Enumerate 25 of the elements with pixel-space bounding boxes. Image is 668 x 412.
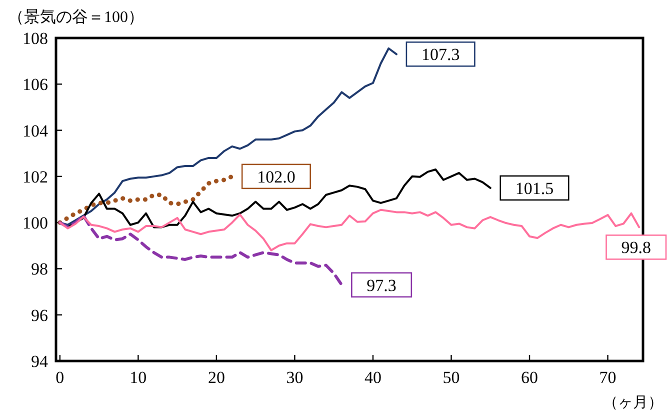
y-tick-label: 106 <box>22 75 48 94</box>
x-tick-label: 60 <box>521 368 538 387</box>
x-tick-label: 0 <box>56 368 64 387</box>
data-label: 102.0 <box>257 167 296 186</box>
x-tick-label: 10 <box>130 368 147 387</box>
x-tick-label: 20 <box>208 368 225 387</box>
y-tick-label: 100 <box>22 214 48 233</box>
x-tick-label: 70 <box>599 368 616 387</box>
y-tick-label: 94 <box>31 352 48 371</box>
y-tick-label: 108 <box>22 29 48 48</box>
line-series <box>58 174 234 225</box>
data-label: 99.8 <box>621 238 651 258</box>
data-label: 107.3 <box>421 45 460 64</box>
y-tick-label: 104 <box>22 121 48 140</box>
y-tick-label: 98 <box>31 260 48 279</box>
y-tick-label: 96 <box>31 306 48 325</box>
y-axis-title: （景気の谷＝100） <box>8 8 144 26</box>
x-tick-label: 50 <box>442 368 460 387</box>
x-tick-label: 40 <box>364 368 382 387</box>
line-series <box>58 214 344 286</box>
data-label: 97.3 <box>366 276 396 295</box>
x-axis-title: （ヶ月） <box>603 395 663 411</box>
y-tick-label: 102 <box>22 167 48 186</box>
x-tick-label: 30 <box>286 368 304 387</box>
data-label: 101.5 <box>515 178 554 198</box>
